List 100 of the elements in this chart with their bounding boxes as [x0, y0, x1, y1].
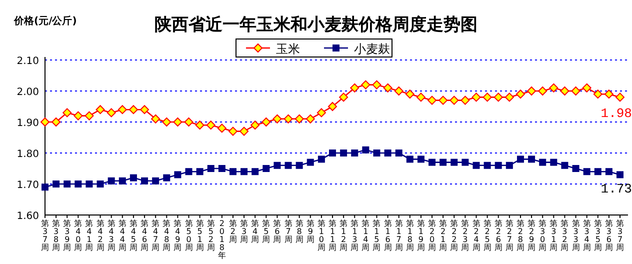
point [494, 92, 503, 102]
point [250, 120, 260, 130]
x-tick-label: 第43周 [107, 219, 116, 252]
x-tick-label: 第51周 [196, 219, 204, 252]
point [494, 162, 502, 169]
point [440, 158, 447, 166]
x-tick-label: 第29周 [528, 219, 536, 252]
point [195, 120, 204, 130]
chart-title: 陕西省近一年玉米和小麦麸价格周度走势图 [154, 15, 478, 35]
point [340, 150, 348, 156]
point [472, 162, 480, 169]
x-tick-label: 第11周 [328, 219, 336, 252]
point [162, 118, 172, 126]
point [373, 150, 380, 156]
point [108, 177, 115, 184]
point [316, 108, 326, 118]
x-tick-label: 第4周 [251, 219, 260, 244]
point [96, 105, 105, 114]
point [616, 92, 624, 102]
x-tick-label: 第26周 [494, 219, 502, 252]
point [484, 162, 491, 169]
point [571, 86, 580, 96]
point [173, 118, 182, 126]
x-tick-label: 第28周 [516, 219, 524, 252]
point [605, 168, 612, 176]
x-tick-label: 第48周 [162, 219, 171, 252]
x-tick-label: 第9周 [306, 219, 314, 244]
x-tick-label: 第50周 [184, 219, 193, 252]
point [593, 90, 602, 99]
x-tick-label: 第23周 [461, 219, 470, 252]
point [96, 180, 104, 188]
point [561, 162, 568, 169]
point [384, 150, 392, 156]
point [362, 146, 370, 154]
x-tick-label: 第8周 [295, 219, 304, 244]
x-tick-label: 第14周 [362, 219, 370, 252]
point [272, 114, 282, 124]
point [405, 90, 414, 99]
point [196, 168, 204, 176]
point [294, 114, 304, 124]
x-tick-label: 第52周 [206, 219, 215, 252]
x-tick-label: 第19周 [416, 219, 425, 252]
y-tick-label: 1.70 [16, 180, 39, 191]
x-tick-label: 第42周 [96, 219, 104, 252]
point [582, 83, 592, 92]
x-tick-label: 第32周 [560, 219, 569, 252]
x-tick-label: 第13周 [350, 219, 359, 252]
point [52, 180, 60, 188]
point [130, 174, 137, 182]
point [350, 83, 360, 92]
x-tick-label: 第21周 [439, 219, 448, 252]
y-axis-title: 价格(元/公斤) [13, 15, 77, 27]
x-tick-label: 第12周 [340, 219, 348, 252]
x-tick-label: 第31周 [550, 219, 558, 252]
point [406, 156, 414, 163]
x-tick-label: 第25周 [483, 219, 492, 252]
point [40, 118, 50, 126]
x-tick-label: 第18周 [406, 219, 414, 252]
x-tick-label: 第35周 [594, 219, 602, 252]
point [118, 177, 126, 184]
x-tick-label: 第41周 [85, 219, 94, 252]
y-tick-label: 1.90 [16, 118, 39, 129]
point [296, 162, 303, 169]
point [140, 105, 150, 114]
x-tick-label: 第38周 [52, 219, 60, 252]
point [328, 102, 337, 111]
point [482, 92, 492, 102]
point [506, 162, 513, 169]
x-tick-label: 第20周 [428, 219, 436, 252]
point [62, 108, 72, 118]
point [185, 168, 192, 176]
point [229, 168, 236, 176]
point [86, 180, 93, 188]
x-tick-label: 第30周 [538, 219, 547, 252]
point [549, 83, 558, 92]
point [472, 92, 481, 102]
x-tick-label: 第34周 [582, 219, 591, 252]
point [128, 105, 138, 114]
point [42, 184, 48, 191]
x-tick-label: 第49周 [174, 219, 182, 252]
point [240, 126, 249, 136]
x-tick-label: 第37周 [41, 219, 49, 252]
x-tick-label: 第46周 [140, 219, 149, 252]
point [528, 156, 536, 163]
point [383, 83, 392, 92]
point [361, 80, 370, 90]
point [106, 108, 116, 118]
point [240, 168, 248, 176]
point [428, 96, 437, 105]
point [438, 96, 448, 105]
point [152, 177, 160, 184]
x-tick-label: 第27周 [505, 219, 514, 252]
x-tick-label: 第22周 [450, 219, 458, 252]
point [572, 165, 580, 172]
point [306, 158, 314, 166]
point [151, 114, 160, 124]
x-tick-label: 2018年 [218, 219, 226, 260]
point [460, 96, 470, 105]
point [64, 180, 71, 188]
point [306, 114, 315, 124]
